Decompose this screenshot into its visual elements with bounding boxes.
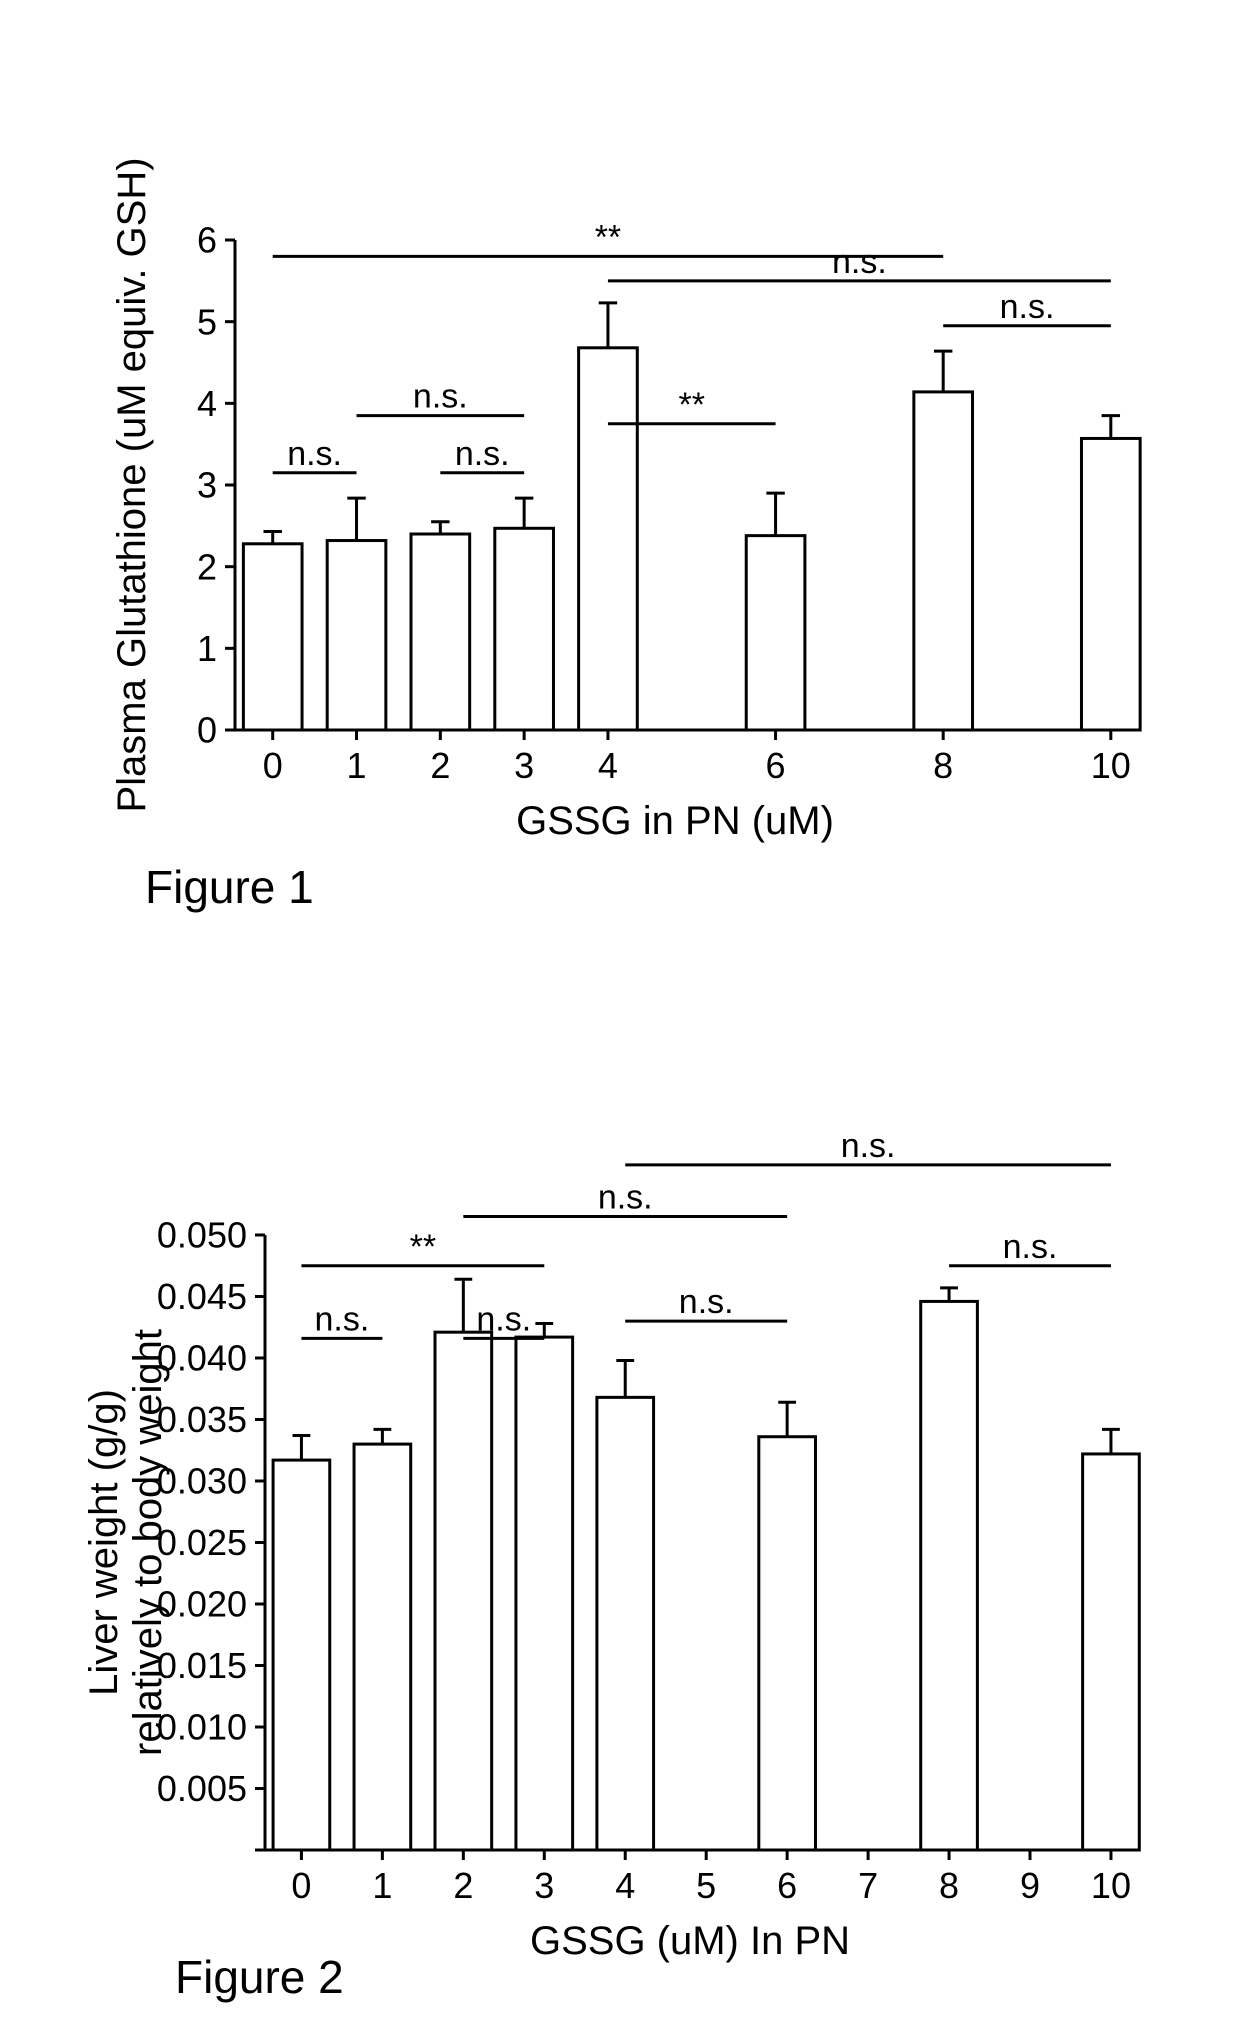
svg-text:10: 10 <box>1091 1865 1131 1906</box>
svg-text:4: 4 <box>598 745 618 786</box>
svg-text:relatively to body weight: relatively to body weight <box>126 1329 170 1756</box>
svg-text:n.s.: n.s. <box>679 1283 734 1321</box>
svg-text:0: 0 <box>197 710 217 751</box>
svg-text:1: 1 <box>197 628 217 669</box>
svg-text:2: 2 <box>453 1865 473 1906</box>
svg-text:0: 0 <box>291 1865 311 1906</box>
svg-text:6: 6 <box>777 1865 797 1906</box>
figure-2-svg: 0.005 0.010 0.015 0.020 0.025 0.030 0.035 0.040… <box>60 1010 1180 1980</box>
svg-text:n.s.: n.s. <box>287 435 342 473</box>
svg-text:0.025: 0.025 <box>157 1522 247 1563</box>
svg-text:5: 5 <box>197 301 217 342</box>
svg-text:1: 1 <box>372 1865 392 1906</box>
svg-text:n.s.: n.s. <box>832 243 887 281</box>
svg-text:0.045: 0.045 <box>157 1276 247 1317</box>
figure-2-chart: 0.005 0.010 0.015 0.020 0.025 0.030 0.035 0.040… <box>60 1010 1180 1980</box>
svg-text:3: 3 <box>534 1865 554 1906</box>
svg-text:**: ** <box>679 386 705 424</box>
svg-text:7: 7 <box>858 1865 878 1906</box>
svg-text:n.s.: n.s. <box>598 1179 653 1217</box>
svg-text:6: 6 <box>766 745 786 786</box>
svg-text:9: 9 <box>1020 1865 1040 1906</box>
figure-2-title: Figure 2 <box>175 1950 344 2004</box>
svg-text:0.035: 0.035 <box>157 1399 247 1440</box>
svg-text:4: 4 <box>615 1865 635 1906</box>
svg-text:2: 2 <box>430 745 450 786</box>
svg-text:8: 8 <box>939 1865 959 1906</box>
svg-text:0.030: 0.030 <box>157 1461 247 1502</box>
svg-text:Plasma Glutathione (uM equiv.: Plasma Glutathione (uM equiv. GSH) <box>110 157 154 812</box>
svg-text:GSSG (uM) In PN: GSSG (uM) In PN <box>530 1919 850 1963</box>
svg-text:10: 10 <box>1091 745 1131 786</box>
figure-2: 0.005 0.010 0.015 0.020 0.025 0.030 0.035 0.040… <box>60 1010 1180 1980</box>
svg-text:3: 3 <box>197 465 217 506</box>
svg-text:0.015: 0.015 <box>157 1645 247 1686</box>
svg-text:2: 2 <box>197 546 217 587</box>
figure-1-chart: 0 1 2 3 4 5 6 0 1 2 3 4 6 8 10 n.s. n.s. n.s. ** ** n.s. n.s.… <box>60 30 1180 880</box>
svg-text:**: ** <box>410 1228 436 1266</box>
svg-text:0.050: 0.050 <box>157 1215 247 1256</box>
svg-text:3: 3 <box>514 745 534 786</box>
svg-text:0.010: 0.010 <box>157 1707 247 1748</box>
figure-1-title: Figure 1 <box>145 860 314 914</box>
svg-text:6: 6 <box>197 220 217 261</box>
svg-text:n.s.: n.s. <box>1003 1228 1058 1266</box>
svg-text:GSSG in PN (uM): GSSG in PN (uM) <box>516 799 834 843</box>
svg-text:0: 0 <box>263 745 283 786</box>
svg-text:8: 8 <box>933 745 953 786</box>
svg-text:1: 1 <box>347 745 367 786</box>
svg-text:n.s.: n.s. <box>1000 288 1055 326</box>
svg-text:Liver weight (g/g): Liver weight (g/g) <box>82 1389 126 1696</box>
svg-text:**: ** <box>595 218 621 256</box>
page: 0123456012346810n.s.n.s.n.s.****n.s.n.s.… <box>0 0 1240 2040</box>
svg-text:0.005: 0.005 <box>157 1768 247 1809</box>
svg-text:n.s.: n.s. <box>841 1127 896 1165</box>
svg-text:0.040: 0.040 <box>157 1338 247 1379</box>
figure-1-svg: 0 1 2 3 4 5 6 0 1 2 3 4 6 8 10 n.s. n.s. n.s. ** ** n.s. n.s.… <box>60 30 1180 880</box>
svg-text:5: 5 <box>696 1865 716 1906</box>
svg-text:n.s.: n.s. <box>413 378 468 416</box>
svg-text:n.s.: n.s. <box>314 1300 369 1338</box>
svg-text:n.s.: n.s. <box>476 1300 531 1338</box>
svg-text:4: 4 <box>197 383 217 424</box>
figure-1: 0 1 2 3 4 5 6 0 1 2 3 4 6 8 10 n.s. n.s. n.s. ** ** n.s. n.s.… <box>60 30 1180 880</box>
svg-text:n.s.: n.s. <box>455 435 510 473</box>
svg-text:0.020: 0.020 <box>157 1584 247 1625</box>
